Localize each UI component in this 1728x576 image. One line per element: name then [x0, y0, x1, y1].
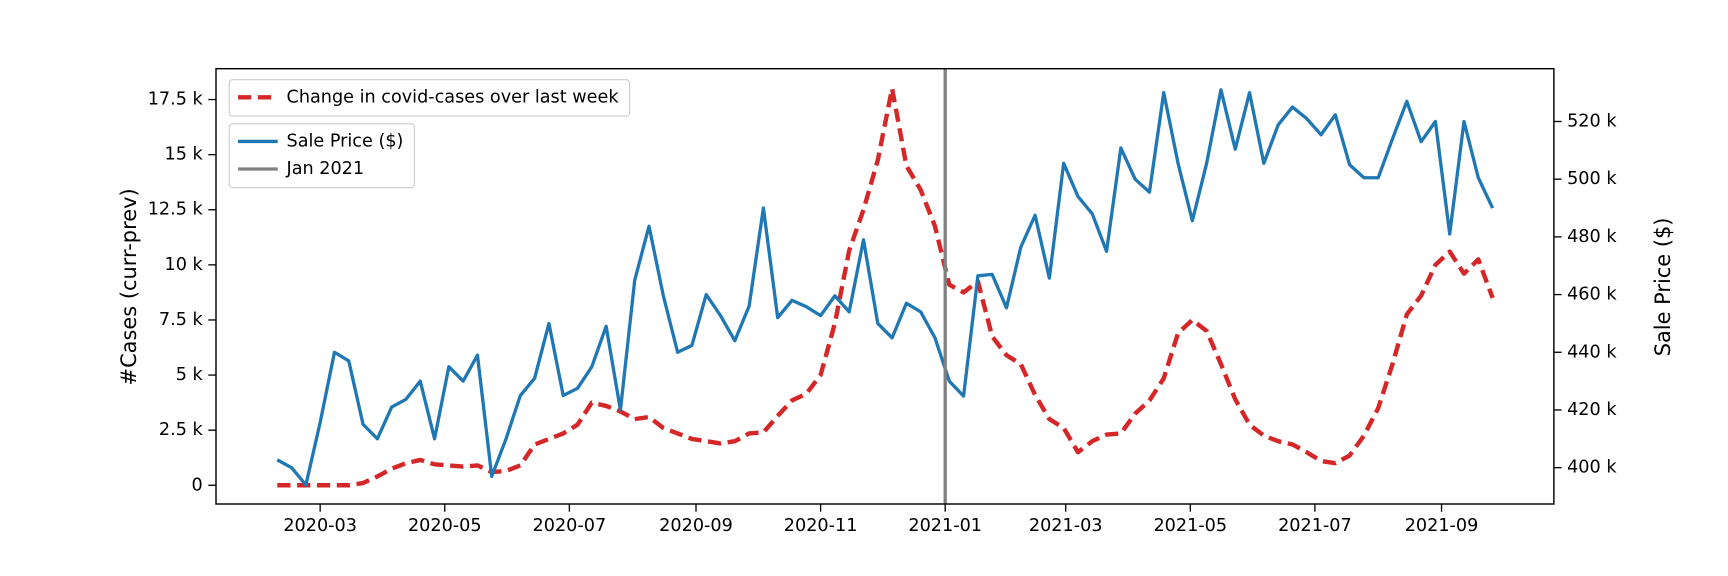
y-tick-label: 2.5 k	[159, 420, 204, 440]
y2-tick-label: 420 k	[1567, 400, 1617, 420]
y2-tick-label: 460 k	[1567, 285, 1617, 305]
x-tick-label: 2021-05	[1153, 516, 1227, 536]
legend-label: Jan 2021	[286, 159, 365, 179]
legend-label: Change in covid-cases over last week	[287, 87, 620, 107]
y2-axis-label: Sale Price ($)	[1651, 218, 1675, 357]
y-tick-label: 17.5 k	[148, 90, 204, 110]
y-tick-label: 0	[192, 475, 203, 495]
x-tick-label: 2021-07	[1278, 516, 1352, 536]
y-axis-label: #Cases (curr-prev)	[117, 188, 141, 385]
y2-tick-label: 520 k	[1567, 111, 1617, 131]
y-tick-label: 15 k	[165, 145, 204, 165]
data-line	[276, 88, 1495, 487]
x-tick-label: 2020-03	[283, 516, 357, 536]
x-tick-label: 2021-03	[1029, 516, 1103, 536]
y2-tick-label: 500 k	[1567, 169, 1617, 189]
legend-label: Sale Price ($)	[287, 131, 404, 151]
x-tick-label: 2020-05	[408, 516, 482, 536]
y-tick-label: 12.5 k	[148, 200, 204, 220]
x-tick-label: 2021-09	[1405, 516, 1479, 536]
plot-frame	[215, 67, 1555, 505]
y-tick-label: 5 k	[176, 365, 204, 385]
x-tick-label: 2021-01	[908, 516, 982, 536]
x-tick-label: 2020-11	[784, 516, 858, 536]
y2-tick-label: 400 k	[1567, 458, 1617, 478]
legend-box	[228, 79, 631, 117]
y2-tick-label: 440 k	[1567, 342, 1617, 362]
y-tick-label: 10 k	[165, 255, 204, 275]
data-line	[277, 86, 1495, 488]
y-tick-label: 7.5 k	[159, 310, 204, 330]
y2-tick-label: 480 k	[1567, 227, 1617, 247]
x-tick-label: 2020-09	[659, 516, 733, 536]
x-tick-label: 2020-07	[533, 516, 607, 536]
